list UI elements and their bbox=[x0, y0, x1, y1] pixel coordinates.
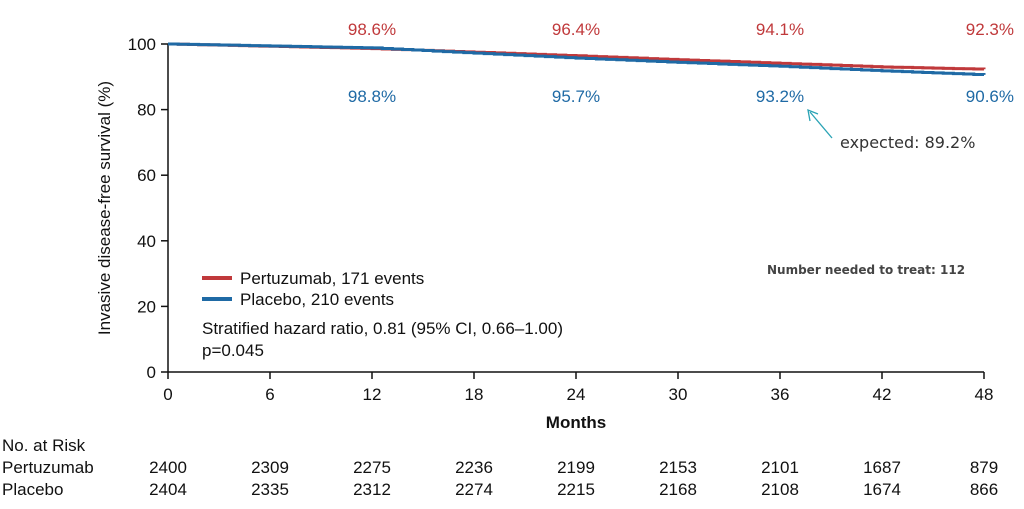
placebo-pct-label: 90.6% bbox=[966, 87, 1014, 106]
series-lines bbox=[168, 42, 986, 76]
pertuzumab-pct-label: 96.4% bbox=[552, 20, 600, 39]
pertuzumab-pct-label: 94.1% bbox=[756, 20, 804, 39]
x-axis-label: Months bbox=[546, 413, 606, 432]
y-tick-label: 0 bbox=[147, 363, 156, 382]
expected-text: expected: 89.2% bbox=[840, 133, 975, 152]
legend: Pertuzumab, 171 events Placebo, 210 even… bbox=[202, 269, 563, 360]
y-tick-label: 20 bbox=[137, 297, 156, 316]
risk-value: 2274 bbox=[455, 480, 493, 499]
legend-label-placebo: Placebo, 210 events bbox=[240, 290, 394, 309]
x-tick-label: 36 bbox=[771, 385, 790, 404]
risk-value: 1674 bbox=[863, 480, 901, 499]
x-tick-label: 0 bbox=[163, 385, 172, 404]
risk-value: 2309 bbox=[251, 458, 289, 477]
risk-value: 2312 bbox=[353, 480, 391, 499]
pertuzumab-pct-label: 92.3% bbox=[966, 20, 1014, 39]
risk-value: 879 bbox=[970, 458, 998, 477]
x-tick-label: 48 bbox=[975, 385, 994, 404]
risk-value: 1687 bbox=[863, 458, 901, 477]
risk-value: 2400 bbox=[149, 458, 187, 477]
legend-label-pertuzumab: Pertuzumab, 171 events bbox=[240, 269, 424, 288]
risk-value: 2215 bbox=[557, 480, 595, 499]
annotation-arrowhead bbox=[807, 108, 819, 122]
y-ticks: 0 20 40 60 80 100 bbox=[128, 35, 168, 382]
hazard-ratio-text: Stratified hazard ratio, 0.81 (95% CI, 0… bbox=[202, 319, 563, 338]
nnt-text: Number needed to treat: 112 bbox=[767, 263, 965, 277]
risk-table: No. at Risk Pertuzumab Placebo 2400 2309 2… bbox=[2, 436, 998, 499]
x-tick-label: 24 bbox=[567, 385, 586, 404]
risk-value: 2101 bbox=[761, 458, 799, 477]
pertuzumab-pct-label: 98.6% bbox=[348, 20, 396, 39]
x-tick-label: 12 bbox=[363, 385, 382, 404]
risk-value: 2404 bbox=[149, 480, 187, 499]
p-value-text: p=0.045 bbox=[202, 341, 264, 360]
x-tick-label: 6 bbox=[265, 385, 274, 404]
risk-table-header: No. at Risk bbox=[2, 436, 86, 455]
x-ticks: 0 6 12 18 24 30 36 42 48 bbox=[163, 372, 993, 404]
risk-row-label-pertuzumab: Pertuzumab bbox=[2, 458, 94, 477]
series-line-placebo bbox=[168, 42, 986, 76]
x-tick-label: 30 bbox=[669, 385, 688, 404]
percent-labels: 98.6% 98.8% 96.4% 95.7% 94.1% 93.2% 92.3% 90.6% bbox=[348, 20, 1014, 106]
placebo-pct-label: 93.2% bbox=[756, 87, 804, 106]
y-tick-label: 80 bbox=[137, 101, 156, 120]
risk-value: 2168 bbox=[659, 480, 697, 499]
risk-values: 2400 2309 2275 2236 2199 2153 2101 1687 879 2404 2… bbox=[149, 458, 998, 499]
x-tick-label: 42 bbox=[873, 385, 892, 404]
placebo-pct-label: 98.8% bbox=[348, 87, 396, 106]
expected-annotation: expected: 89.2% bbox=[807, 108, 975, 152]
x-tick-label: 18 bbox=[465, 385, 484, 404]
risk-value: 2108 bbox=[761, 480, 799, 499]
y-tick-label: 60 bbox=[137, 166, 156, 185]
y-tick-label: 100 bbox=[128, 35, 156, 54]
risk-value: 2275 bbox=[353, 458, 391, 477]
risk-value: 2335 bbox=[251, 480, 289, 499]
risk-value: 2153 bbox=[659, 458, 697, 477]
risk-value: 2236 bbox=[455, 458, 493, 477]
placebo-pct-label: 95.7% bbox=[552, 87, 600, 106]
risk-row-label-placebo: Placebo bbox=[2, 480, 63, 499]
y-axis-label: Invasive disease-free survival (%) bbox=[95, 81, 114, 335]
y-tick-label: 40 bbox=[137, 232, 156, 251]
annotation-arrow bbox=[809, 111, 833, 139]
risk-value: 866 bbox=[970, 480, 998, 499]
risk-value: 2199 bbox=[557, 458, 595, 477]
